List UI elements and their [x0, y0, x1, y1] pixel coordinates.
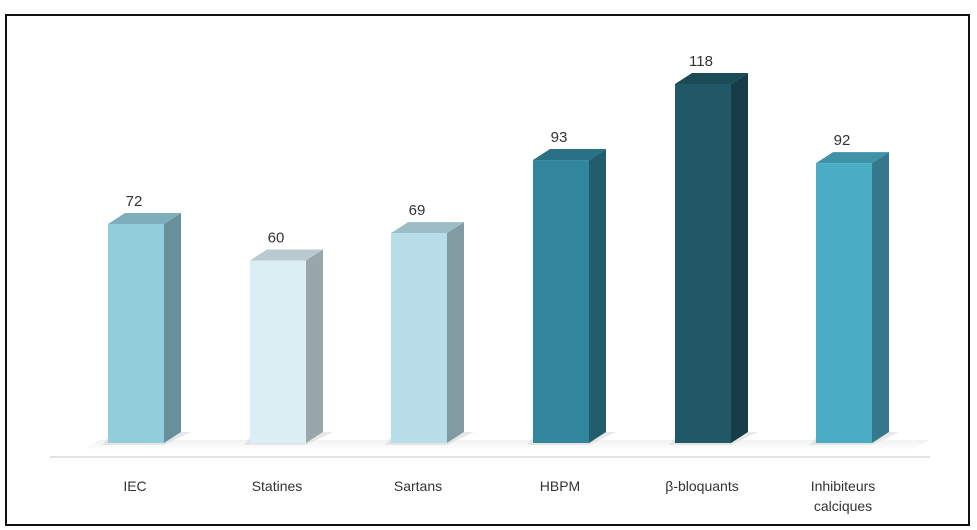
floor — [80, 440, 930, 451]
bar-side — [447, 222, 464, 443]
bar — [527, 149, 616, 445]
x-tick-label: Sartans — [394, 478, 442, 494]
bar — [810, 152, 899, 445]
bar-front — [250, 260, 306, 443]
data-label: 92 — [834, 132, 851, 149]
bar-side — [306, 249, 323, 443]
x-tick-label: HBPM — [540, 478, 580, 494]
bar-side — [164, 212, 181, 443]
bar-side — [589, 149, 606, 443]
bar — [385, 222, 474, 445]
data-label: 118 — [689, 53, 713, 70]
data-label: 72 — [126, 193, 143, 210]
data-label: 93 — [551, 129, 568, 146]
bar-top — [675, 73, 748, 84]
floor-plane — [80, 440, 930, 451]
bar — [669, 73, 758, 445]
bar — [102, 212, 191, 445]
bar-side — [731, 73, 748, 443]
bar — [244, 249, 333, 445]
bar-top — [533, 149, 606, 161]
bar-front — [533, 160, 589, 443]
bar-front — [675, 84, 731, 443]
bar-top — [250, 249, 323, 261]
data-label: 69 — [409, 202, 426, 219]
x-axis: IEC Statines Sartans HBPM β-bloquants Inhibit… — [50, 456, 930, 514]
x-tick-label: β-bloquants — [665, 478, 738, 494]
x-tick-label: Inhibiteurs calciques — [811, 478, 876, 514]
bar-top — [391, 222, 464, 234]
x-tick-label: IEC — [123, 478, 146, 494]
bars — [102, 73, 899, 445]
bar-side — [872, 152, 889, 444]
value-labels: 72 60 69 93 118 92 — [126, 53, 851, 246]
bar-top — [816, 152, 889, 164]
data-label: 60 — [268, 229, 285, 246]
bar-front — [391, 233, 447, 443]
x-tick-label: Statines — [252, 478, 303, 494]
bar-front — [108, 223, 164, 443]
bar-top — [108, 212, 181, 224]
bar-front — [816, 163, 872, 444]
